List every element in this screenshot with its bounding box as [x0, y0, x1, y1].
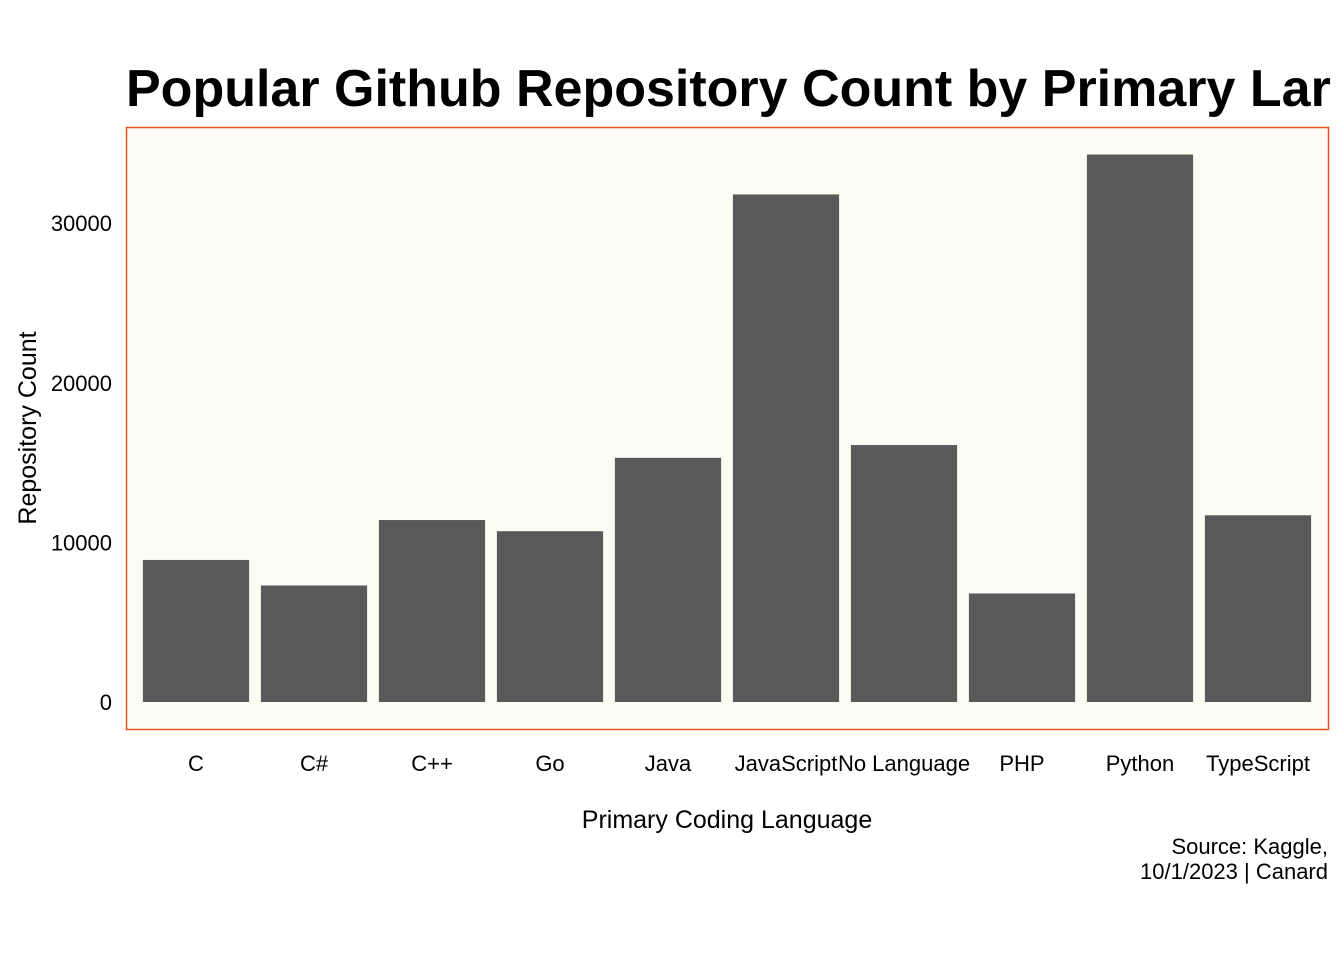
chart-caption: Source: Kaggle,10/1/2023 | Canard — [1140, 834, 1328, 884]
bar-c — [378, 520, 486, 702]
x-tick-label: Go — [535, 751, 564, 776]
x-tick-label: C# — [300, 751, 329, 776]
x-tick-label: C — [188, 751, 204, 776]
bar-python — [1086, 154, 1194, 703]
y-tick-label: 10000 — [51, 530, 112, 555]
x-tick-label: C++ — [411, 751, 453, 776]
bar-typescript — [1204, 515, 1312, 702]
x-axis-ticks: C C# C++ Go Java JavaScript No Language PHP Pyth… — [188, 751, 1310, 776]
bars — [142, 154, 1312, 703]
bar-go — [496, 531, 604, 702]
y-tick-label: 0 — [100, 690, 112, 715]
caption-line: Source: Kaggle, — [1171, 834, 1328, 859]
x-tick-label: TypeScript — [1206, 751, 1310, 776]
bar-java — [614, 457, 722, 702]
bar-php — [968, 593, 1076, 702]
x-tick-label: PHP — [999, 751, 1044, 776]
x-tick-label: JavaScript — [735, 751, 838, 776]
y-axis-ticks: 0 10000 20000 30000 — [51, 211, 112, 715]
y-tick-label: 20000 — [51, 371, 112, 396]
bar-no-language — [850, 445, 958, 702]
x-tick-label: Python — [1106, 751, 1175, 776]
bar-c — [142, 559, 250, 702]
chart-title: Popular Github Repository Count by Prima… — [126, 60, 1331, 118]
bar-javascript — [732, 194, 840, 702]
x-tick-label: Java — [645, 751, 692, 776]
y-axis-title: Repository Count — [14, 331, 42, 524]
y-tick-label: 30000 — [51, 211, 112, 236]
caption-line: 10/1/2023 | Canard — [1140, 859, 1328, 884]
bar-c — [260, 585, 368, 702]
x-axis-title: Primary Coding Language — [582, 806, 872, 834]
x-tick-label: No Language — [838, 751, 970, 776]
